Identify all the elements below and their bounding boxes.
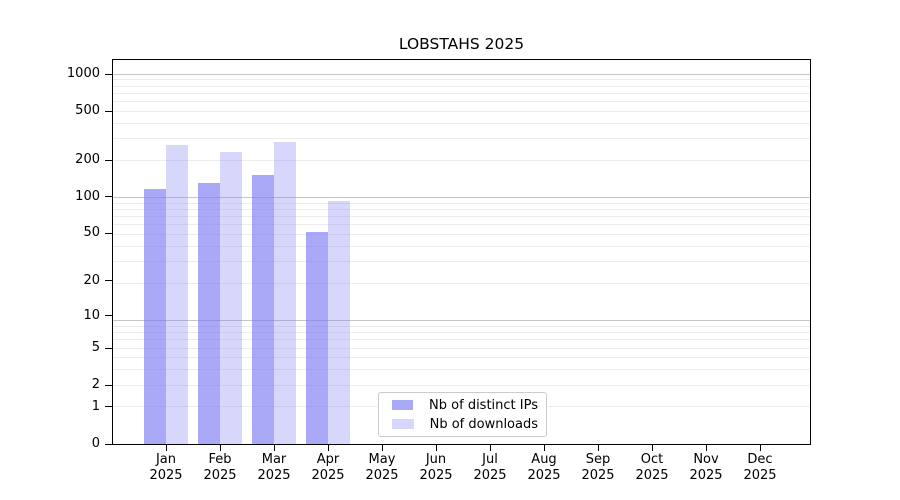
x-tick-label-sep: Sep 2025 (581, 452, 615, 483)
bar-downloads-mar (274, 142, 296, 444)
gridline-minor (113, 92, 810, 94)
x-tick-label-jan: Jan 2025 (149, 452, 183, 483)
gridline-minor (113, 325, 810, 327)
y-tick-label-2: 2 (91, 377, 100, 393)
bar-distinct-ips-jan (144, 188, 166, 444)
gridline-major (113, 73, 810, 75)
gridline-minor (113, 339, 810, 341)
bar-distinct-ips-apr (306, 232, 328, 444)
x-tick-mark-jun (436, 445, 437, 451)
legend-item-downloads: Nb of downloads (387, 417, 538, 432)
x-tick-label-dec: Dec 2025 (743, 452, 777, 483)
gridline-minor (113, 159, 810, 161)
x-tick-label-feb: Feb 2025 (203, 452, 237, 483)
bar-downloads-jan (166, 145, 188, 444)
y-tick-mark-0 (105, 443, 112, 445)
x-tick-mark-jul (490, 445, 491, 451)
x-tick-mark-aug (544, 445, 545, 451)
y-tick-mark-1 (105, 406, 112, 408)
y-tick-mark-200 (105, 159, 112, 161)
x-tick-mark-apr (328, 445, 329, 451)
x-tick-label-nov: Nov 2025 (689, 452, 723, 483)
gridline-minor (113, 283, 810, 285)
gridline-minor (113, 202, 810, 204)
x-tick-mark-oct (652, 445, 653, 451)
y-tick-mark-50 (105, 232, 112, 234)
bar-distinct-ips-mar (252, 174, 274, 444)
x-tick-label-oct: Oct 2025 (635, 452, 669, 483)
x-tick-label-jun: Jun 2025 (419, 452, 453, 483)
legend-swatch-downloads (392, 419, 414, 429)
x-tick-label-aug: Aug 2025 (527, 452, 561, 483)
gridline-minor (113, 224, 810, 226)
legend-label-downloads: Nb of downloads (429, 416, 538, 432)
gridline-major (113, 320, 810, 322)
y-tick-label-200: 200 (75, 152, 100, 168)
bar-downloads-feb (220, 151, 242, 444)
y-tick-mark-5 (105, 347, 112, 349)
y-tick-label-10: 10 (83, 307, 100, 323)
y-tick-label-500: 500 (75, 103, 100, 119)
x-tick-mark-sep (598, 445, 599, 451)
x-tick-mark-mar (274, 445, 275, 451)
legend-label-distinct-ips: Nb of distinct IPs (429, 397, 538, 413)
gridline-minor (113, 215, 810, 217)
gridline-minor (113, 110, 810, 112)
gridline-minor (113, 85, 810, 87)
x-tick-mark-dec (760, 445, 761, 451)
y-tick-label-100: 100 (75, 188, 100, 204)
y-tick-label-50: 50 (83, 225, 100, 241)
y-tick-mark-10 (105, 315, 112, 317)
x-tick-label-mar: Mar 2025 (257, 452, 291, 483)
gridline-minor (113, 122, 810, 124)
x-tick-label-jul: Jul 2025 (473, 452, 507, 483)
gridline-minor (113, 234, 810, 236)
y-tick-mark-100 (105, 196, 112, 198)
gridline-minor (113, 100, 810, 102)
x-tick-mark-nov (706, 445, 707, 451)
gridline-minor (113, 347, 810, 349)
legend-item-distinct-ips: Nb of distinct IPs (387, 398, 538, 413)
gridline-minor (113, 261, 810, 263)
gridline-minor (113, 384, 810, 386)
x-tick-label-may: May 2025 (365, 452, 399, 483)
gridline-minor (113, 357, 810, 359)
x-tick-mark-may (382, 445, 383, 451)
bar-distinct-ips-feb (198, 182, 220, 444)
y-tick-mark-500 (105, 110, 112, 112)
y-tick-label-1000: 1000 (66, 66, 100, 82)
gridline-major (113, 196, 810, 198)
plot-area (112, 59, 811, 445)
y-tick-mark-20 (105, 280, 112, 282)
gridline-minor (113, 245, 810, 247)
legend-swatch-distinct-ips (392, 400, 414, 410)
gridline-minor (113, 208, 810, 210)
x-tick-mark-jan (166, 445, 167, 451)
y-tick-label-0: 0 (91, 436, 100, 451)
x-tick-mark-feb (220, 445, 221, 451)
y-tick-label-20: 20 (83, 272, 100, 288)
gridline-minor (113, 369, 810, 371)
gridline-minor (113, 79, 810, 81)
legend: Nb of distinct IPs Nb of downloads (378, 392, 547, 437)
y-tick-label-5: 5 (91, 340, 100, 356)
y-tick-mark-2 (105, 384, 112, 386)
gridline-minor (113, 332, 810, 334)
bar-downloads-apr (328, 200, 350, 444)
y-tick-mark-1000 (105, 73, 112, 75)
x-tick-label-apr: Apr 2025 (311, 452, 345, 483)
chart-title: LOBSTAHS 2025 (398, 35, 525, 53)
y-tick-label-1: 1 (91, 398, 100, 414)
gridline-minor (113, 138, 810, 140)
